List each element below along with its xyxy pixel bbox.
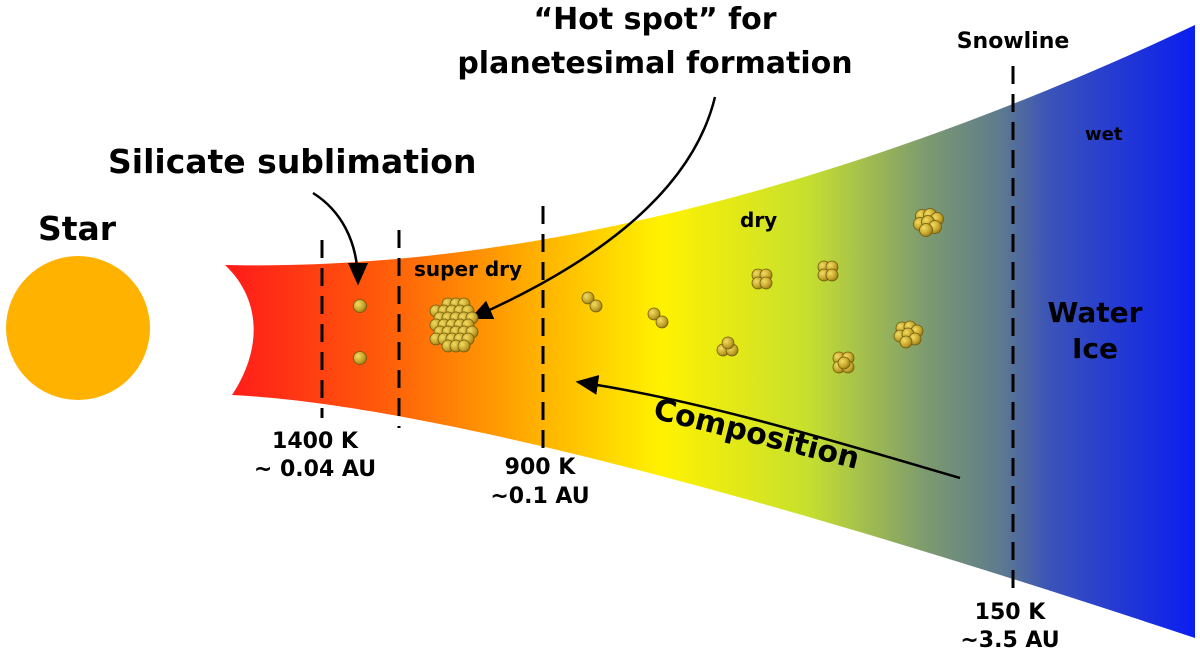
snowline-title: Snowline xyxy=(957,29,1070,54)
composition-arrow xyxy=(575,375,961,480)
silicate-temp-label: 1400 K xyxy=(272,429,359,454)
dust-grain-icon xyxy=(457,339,471,353)
wet-label: wet xyxy=(1085,124,1123,145)
snowline-dist-label: ~3.5 AU xyxy=(960,628,1059,653)
dust-grain-icon xyxy=(919,223,933,237)
dust-grain-icon xyxy=(899,335,913,349)
dust-grain-icon xyxy=(581,291,595,305)
silicate-sublimation-label: Silicate sublimation xyxy=(108,142,476,181)
dust-grain-icon xyxy=(589,299,603,313)
dust-grains xyxy=(353,208,944,374)
dust-grain-icon xyxy=(353,299,367,313)
water-ice-label-line2: Ice xyxy=(1072,332,1118,365)
super-dry-label: super dry xyxy=(414,257,522,281)
hotspot-dist-label: ~0.1 AU xyxy=(490,484,589,509)
hotspot-temp-label: 900 K xyxy=(505,455,577,480)
dust-grain-icon xyxy=(759,276,773,290)
star-icon xyxy=(6,256,150,400)
dust-grain-icon xyxy=(837,356,851,370)
dust-grain-icon xyxy=(721,336,735,350)
protoplanetary-disk xyxy=(225,25,1195,638)
dust-grain-icon xyxy=(825,268,839,282)
silicate-callout-arrow xyxy=(312,191,368,286)
hotspot-callout-arrow xyxy=(469,96,717,320)
dust-grain-icon xyxy=(647,307,661,321)
water-ice-label-line1: Water xyxy=(1048,296,1143,329)
dust-grain-icon xyxy=(353,351,367,365)
snowline-temp-label: 150 K xyxy=(975,600,1047,625)
silicate-dist-label: ~ 0.04 AU xyxy=(254,457,376,482)
dust-grain-icon xyxy=(655,315,669,329)
star-label: Star xyxy=(38,209,117,248)
dry-label: dry xyxy=(740,208,777,232)
hotspot-label-line2: planetesimal formation xyxy=(457,46,852,81)
hotspot-label-line1: “Hot spot” for xyxy=(533,2,776,37)
